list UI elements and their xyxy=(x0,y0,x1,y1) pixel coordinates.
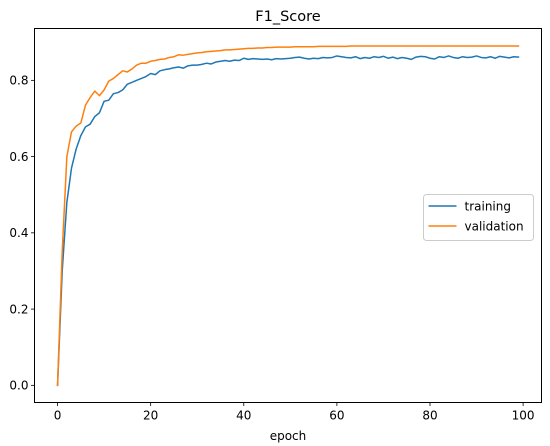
x-tick-label: 100 xyxy=(512,409,535,423)
x-tick-label: 60 xyxy=(329,409,344,423)
x-axis-label: epoch xyxy=(270,429,307,443)
y-tick-label: 0.2 xyxy=(9,302,28,316)
x-tick-label: 0 xyxy=(54,409,62,423)
x-tick-label: 80 xyxy=(422,409,437,423)
legend-label-training: training xyxy=(465,199,512,213)
x-tick-label: 20 xyxy=(143,409,158,423)
legend: training validation xyxy=(424,195,534,241)
y-tick-label: 0.0 xyxy=(9,379,28,393)
y-tick-label: 0.6 xyxy=(9,150,28,164)
y-tick-label: 0.8 xyxy=(9,74,28,88)
y-tick-label: 0.4 xyxy=(9,226,28,240)
chart-title: F1_Score xyxy=(255,9,321,25)
x-tick-label: 40 xyxy=(236,409,251,423)
legend-label-validation: validation xyxy=(465,219,524,233)
